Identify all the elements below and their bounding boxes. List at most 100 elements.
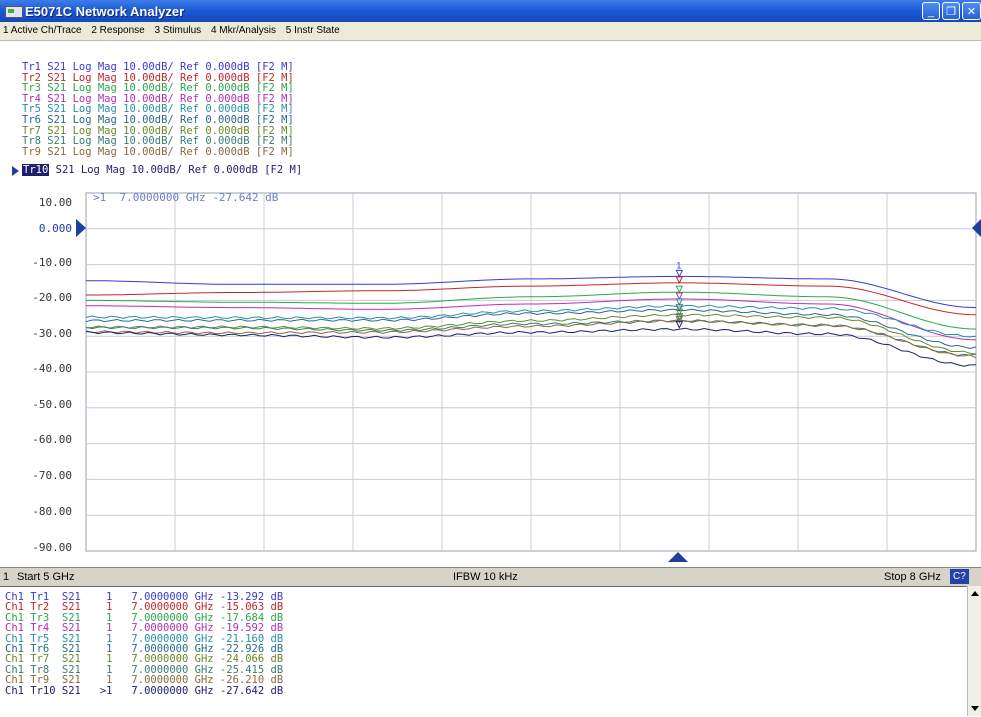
y-tick-label: -60.00 (32, 433, 72, 446)
trace-header: Tr1 S21 Log Mag 10.00dB/ Ref 0.000dB [F2… (0, 60, 981, 178)
trace-settings: S21 Log Mag 10.00dB/ Ref 0.000dB [F2 M] (40, 82, 294, 95)
scroll-down-icon[interactable] (971, 706, 979, 711)
start-frequency[interactable]: Start 5 GHz (17, 571, 75, 583)
plot-area (85, 192, 977, 552)
marker-label: 1 (676, 260, 681, 270)
minimize-button[interactable]: _ (922, 2, 940, 20)
y-tick-label: 10.00 (38, 196, 72, 209)
trace-line-tr10 (85, 327, 977, 367)
menu-item-mkr-analysis[interactable]: 4 Mkr/Analysis (210, 25, 276, 36)
trace-settings: S21 Log Mag 10.00dB/ Ref 0.000dB [F2 M] (40, 92, 294, 105)
trace-line-tr3[interactable]: Tr3 S21 Log Mag 10.00dB/ Ref 0.000dB [F2… (22, 83, 294, 94)
marker-table-row: Ch1 Tr9 S21 1 7.0000000 GHz -26.210 dB (5, 674, 284, 687)
trace-name: Tr8 (22, 135, 41, 148)
trace-line-tr3 (86, 291, 977, 330)
trace-line-tr6 (85, 308, 977, 350)
marker-glyph (675, 292, 684, 301)
trace-line-tr6[interactable]: Tr6 S21 Log Mag 10.00dB/ Ref 0.000dB [F2… (22, 115, 294, 126)
marker-glyph (675, 321, 684, 329)
trace-name: Tr3 (22, 82, 41, 95)
trace-line-tr5 (85, 304, 977, 338)
active-marker-position-icon[interactable] (668, 552, 688, 562)
restore-button[interactable]: ❐ (942, 2, 960, 20)
close-button[interactable]: ✕ (962, 2, 981, 20)
marker-table-row: Ch1 Tr4 S21 1 7.0000000 GHz -19.592 dB (5, 622, 284, 635)
marker-glyph (675, 308, 684, 317)
trace-settings: S21 Log Mag 10.00dB/ Ref 0.000dB [F2 M] (40, 71, 294, 84)
trace-name: Tr2 (22, 71, 41, 84)
trace-name: Tr5 (22, 103, 41, 116)
trace-line-tr7 (85, 313, 977, 355)
trace-line-tr4 (86, 298, 977, 341)
trace-line-tr5[interactable]: Tr5 S21 Log Mag 10.00dB/ Ref 0.000dB [F2… (22, 104, 294, 115)
menu-bar: 1 Active Ch/Trace 2 Response 3 Stimulus … (0, 22, 981, 41)
trace-line-tr4[interactable]: Tr4 S21 Log Mag 10.00dB/ Ref 0.000dB [F2… (22, 92, 294, 105)
marker-glyph (675, 313, 684, 321)
y-tick-label: -70.00 (32, 469, 72, 482)
trace-line-tr10[interactable]: Tr10 S21 Log Mag 10.00dB/ Ref 0.000dB [F… (22, 164, 303, 176)
marker-glyph (675, 285, 684, 294)
y-tick-label: -40.00 (32, 362, 72, 375)
trace-name: Tr10 (22, 164, 50, 176)
trace-line-tr8 (85, 319, 977, 357)
trace-line-tr9 (85, 319, 977, 359)
y-tick-label-ref: 0.000 (38, 222, 72, 235)
trace-name: Tr4 (22, 92, 41, 105)
reference-level-left-icon[interactable] (76, 219, 86, 237)
trace-name: Tr1 (22, 61, 41, 73)
marker-table-row: Ch1 Tr3 S21 1 7.0000000 GHz -17.684 dB (5, 611, 284, 624)
marker-table-row: Ch1 Tr6 S21 1 7.0000000 GHz -22.926 dB (5, 643, 284, 655)
scroll-up-icon[interactable] (971, 591, 979, 596)
title-bar: E5071C Network Analyzer _ ❐ ✕ (0, 0, 981, 22)
reference-level-right-icon[interactable] (972, 219, 981, 237)
trace-line-tr2 (86, 282, 977, 316)
marker-glyph (675, 304, 684, 312)
trace-name: Tr6 (22, 114, 41, 126)
marker-table-row: Ch1 Tr10 S21 >1 7.0000000 GHz -27.642 dB (5, 684, 284, 697)
trace-line-tr7[interactable]: Tr7 S21 Log Mag 10.00dB/ Ref 0.000dB [F2… (22, 124, 294, 137)
marker-table-row: Ch1 Tr1 S21 1 7.0000000 GHz -13.292 dB (5, 591, 284, 603)
trace-line-tr1[interactable]: Tr1 S21 Log Mag 10.00dB/ Ref 0.000dB [F2… (22, 62, 294, 73)
trace-line-tr9[interactable]: Tr9 S21 Log Mag 10.00dB/ Ref 0.000dB [F2… (22, 145, 294, 158)
y-tick-label: -20.00 (32, 291, 72, 304)
calibration-status-badge[interactable]: C? (950, 569, 969, 584)
marker-table-row: Ch1 Tr5 S21 1 7.0000000 GHz -21.160 dB (5, 632, 284, 645)
app-icon (5, 6, 23, 18)
menu-item-instr-state[interactable]: 5 Instr State (285, 25, 340, 36)
marker-glyph (675, 269, 684, 278)
stop-frequency[interactable]: Stop 8 GHz (884, 571, 941, 583)
marker-table-row: Ch1 Tr7 S21 1 7.0000000 GHz -24.066 dB (5, 653, 284, 666)
y-tick-label: -30.00 (32, 327, 72, 340)
menu-item-active-ch-trace[interactable]: 1 Active Ch/Trace (3, 25, 82, 36)
marker-readout: >1 7.0000000 GHz -27.642 dB (93, 191, 279, 204)
trace-settings: S21 Log Mag 10.00dB/ Ref 0.000dB [F2 M] (40, 124, 294, 137)
y-tick-label: -10.00 (32, 256, 72, 269)
marker-table-row: Ch1 Tr8 S21 1 7.0000000 GHz -25.415 dB (5, 663, 284, 676)
trace-settings: S21 Log Mag 10.00dB/ Ref 0.000dB [F2 M] (40, 103, 294, 116)
y-tick-label: -90.00 (32, 541, 72, 554)
ifbw-setting[interactable]: IFBW 10 kHz (453, 571, 518, 583)
marker-glyph (675, 316, 684, 324)
window-title: E5071C Network Analyzer (25, 4, 185, 19)
trace-line-tr1 (86, 275, 977, 309)
marker-table-row: Ch1 Tr2 S21 1 7.0000000 GHz -15.063 dB (5, 601, 284, 614)
marker-table-scrollbar[interactable] (967, 586, 981, 716)
trace-settings: S21 Log Mag 10.00dB/ Ref 0.000dB [F2 M] (40, 135, 294, 148)
trace-line-tr8[interactable]: Tr8 S21 Log Mag 10.00dB/ Ref 0.000dB [F2… (22, 136, 294, 147)
trace-name: Tr7 (22, 124, 41, 137)
menu-item-response[interactable]: 2 Response (91, 25, 145, 36)
trace-settings: S21 Log Mag 10.00dB/ Ref 0.000dB [F2 M] (40, 114, 294, 126)
channel-status-bar: 1 Start 5 GHz IFBW 10 kHz Stop 8 GHz C? (0, 567, 981, 587)
marker-table: Ch1 Tr1 S21 1 7.0000000 GHz -13.292 dB Ch… (0, 586, 966, 717)
trace-settings: S21 Log Mag 10.00dB/ Ref 0.000dB [F2 M] (40, 145, 294, 158)
active-trace-arrow-icon (12, 166, 19, 176)
trace-settings: S21 Log Mag 10.00dB/ Ref 0.000dB [F2 M] (49, 164, 303, 176)
trace-settings: S21 Log Mag 10.00dB/ Ref 0.000dB [F2 M] (40, 61, 294, 73)
marker-glyph (675, 298, 684, 306)
marker-glyph (675, 276, 684, 284)
y-tick-label: -80.00 (32, 505, 72, 518)
menu-item-stimulus[interactable]: 3 Stimulus (154, 25, 202, 36)
trace-name: Tr9 (22, 145, 41, 158)
trace-line-tr2[interactable]: Tr2 S21 Log Mag 10.00dB/ Ref 0.000dB [F2… (22, 71, 294, 84)
channel-number: 1 (3, 571, 10, 583)
